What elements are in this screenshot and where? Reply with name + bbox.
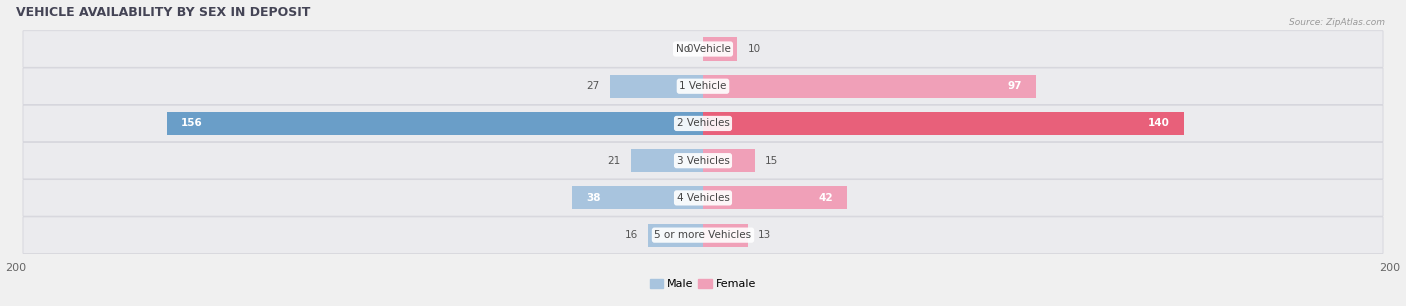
Text: 13: 13 [758,230,772,240]
Text: 15: 15 [765,156,778,166]
Bar [703,75,1036,98]
FancyBboxPatch shape [22,105,1384,142]
Text: 2 Vehicles: 2 Vehicles [676,118,730,129]
Text: No Vehicle: No Vehicle [675,44,731,54]
Text: 140: 140 [1149,118,1170,129]
Text: 27: 27 [586,81,600,91]
Bar [648,224,703,247]
FancyBboxPatch shape [22,180,1384,216]
Text: 4 Vehicles: 4 Vehicles [676,193,730,203]
Text: 1 Vehicle: 1 Vehicle [679,81,727,91]
Text: 0: 0 [686,44,693,54]
Text: VEHICLE AVAILABILITY BY SEX IN DEPOSIT: VEHICLE AVAILABILITY BY SEX IN DEPOSIT [15,6,311,19]
Bar [703,186,848,209]
Bar [703,37,737,61]
Text: 16: 16 [624,230,638,240]
FancyBboxPatch shape [22,68,1384,104]
Legend: Male, Female: Male, Female [645,274,761,293]
Bar [167,112,703,135]
FancyBboxPatch shape [22,217,1384,253]
Text: 3 Vehicles: 3 Vehicles [676,156,730,166]
Bar [610,75,703,98]
Text: 38: 38 [586,193,600,203]
Text: 97: 97 [1008,81,1022,91]
Text: 10: 10 [748,44,761,54]
Text: Source: ZipAtlas.com: Source: ZipAtlas.com [1289,18,1385,27]
Bar [572,186,703,209]
Text: 21: 21 [607,156,620,166]
Bar [631,149,703,172]
Bar [703,112,1184,135]
Bar [703,224,748,247]
Text: 5 or more Vehicles: 5 or more Vehicles [654,230,752,240]
Bar [703,149,755,172]
FancyBboxPatch shape [22,142,1384,179]
Text: 42: 42 [818,193,834,203]
FancyBboxPatch shape [22,31,1384,67]
Text: 156: 156 [181,118,202,129]
